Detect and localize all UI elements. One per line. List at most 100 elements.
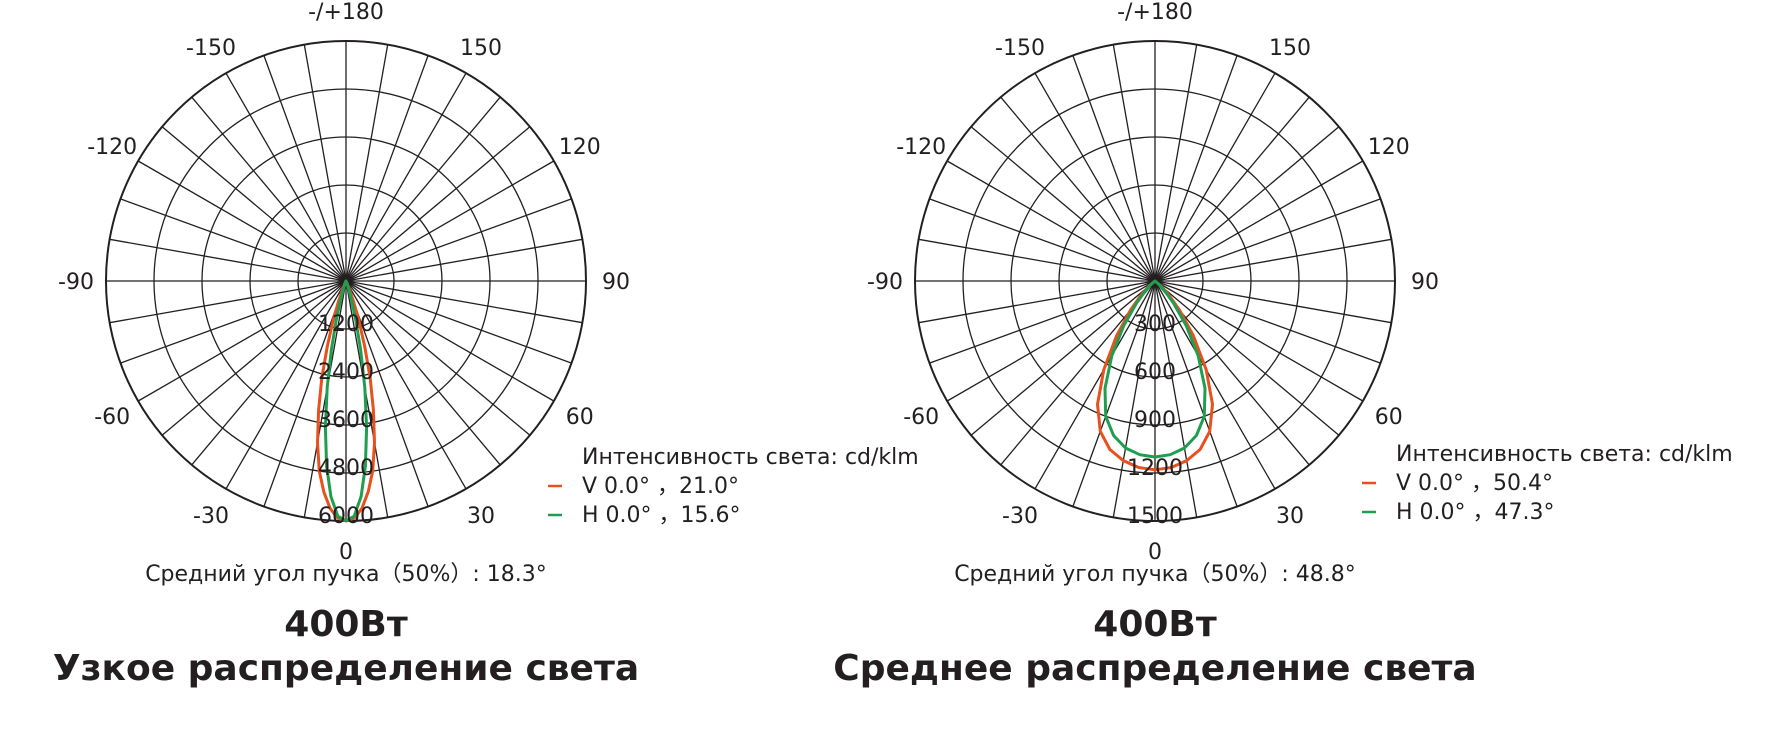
radial-tick-label: 4800	[318, 456, 374, 481]
polar-spoke	[1072, 55, 1156, 282]
polar-spoke	[345, 238, 583, 282]
distribution-title-right: Среднее распределение света	[833, 648, 1477, 689]
radial-tick-label: 1200	[318, 312, 374, 337]
polar-spoke	[918, 238, 1156, 282]
polar-spoke	[1154, 126, 1340, 282]
angle-tick-label: 60	[1375, 405, 1403, 430]
angle-tick-label: 30	[1276, 504, 1304, 529]
legend-entry: H 0.0° ，47.3°	[1396, 500, 1555, 525]
polar-spoke	[1154, 280, 1364, 402]
radial-tick-label: 300	[1134, 312, 1176, 337]
polar-spoke	[345, 126, 531, 282]
angle-tick-label: 120	[1368, 135, 1410, 160]
polar-spoke	[1154, 160, 1364, 282]
polar-spoke	[345, 96, 501, 282]
polar-spoke	[225, 280, 347, 490]
polar-spoke	[1154, 280, 1276, 490]
angle-tick-label: -120	[896, 135, 946, 160]
angle-tick-label: -60	[903, 405, 939, 430]
angle-tick-label: -90	[867, 270, 903, 295]
polar-spoke	[1112, 280, 1156, 518]
polar-spoke	[1112, 44, 1156, 282]
power-label-right: 400Вт	[1093, 604, 1217, 645]
polar-spoke	[120, 198, 347, 282]
polar-spoke	[1154, 280, 1392, 324]
angle-tick-label: 120	[559, 135, 601, 160]
angle-tick-label: 60	[566, 405, 594, 430]
polar-spoke	[120, 280, 347, 364]
legend-entry: V 0.0° ，21.0°	[582, 474, 739, 499]
angle-tick-label: 0	[339, 540, 353, 565]
polar-spoke	[1154, 280, 1198, 518]
legend-entry: H 0.0° ，15.6°	[582, 503, 741, 528]
series-curve-h	[323, 279, 369, 523]
polar-spoke	[109, 238, 347, 282]
polar-spoke	[946, 160, 1156, 282]
polar-spoke	[1072, 280, 1156, 507]
radial-tick-label: 1200	[1127, 456, 1183, 481]
polar-spoke	[263, 55, 347, 282]
distribution-title-left: Узкое распределение света	[52, 648, 640, 689]
angle-tick-label: 0	[1148, 540, 1162, 565]
angle-tick-label: 90	[1411, 270, 1439, 295]
polar-spoke	[345, 55, 429, 282]
polar-spoke	[918, 280, 1156, 324]
polar-spoke	[1034, 280, 1156, 490]
polar-spoke	[345, 280, 572, 364]
polar-spoke	[1154, 280, 1340, 436]
angle-tick-label: 90	[602, 270, 630, 295]
polar-spoke	[161, 280, 347, 436]
polar-spoke	[303, 44, 347, 282]
angle-tick-label: 30	[467, 504, 495, 529]
polar-spoke	[345, 280, 583, 324]
beam-angle-text-right: Средний угол пучка（50%）: 48.8°	[954, 562, 1356, 587]
radial-tick-label: 6000	[318, 504, 374, 529]
polar-spoke	[1000, 96, 1156, 282]
angle-tick-label: -60	[94, 405, 130, 430]
polar-spoke	[345, 44, 389, 282]
intensity-unit-label: Интенсивность света: cd/klm	[582, 445, 919, 470]
angle-tick-label: -/+180	[1117, 0, 1193, 25]
polar-spoke	[225, 72, 347, 282]
polar-spoke	[946, 280, 1156, 402]
angle-tick-label: -150	[995, 36, 1045, 61]
polar-spoke	[345, 280, 501, 466]
polar-spoke	[345, 280, 555, 402]
polar-spoke	[970, 280, 1156, 436]
radial-tick-label: 900	[1134, 408, 1176, 433]
radial-tick-label: 2400	[318, 360, 374, 385]
power-label-left: 400Вт	[284, 604, 408, 645]
legend-entry: V 0.0° ，50.4°	[1396, 471, 1553, 496]
polar-spoke	[1154, 96, 1310, 282]
polar-spoke	[191, 280, 347, 466]
polar-spoke	[1154, 280, 1381, 364]
polar-spoke	[345, 280, 531, 436]
polar-spoke	[345, 280, 467, 490]
polar-spoke	[191, 96, 347, 282]
polar-spoke	[137, 280, 347, 402]
polar-chart-narrow: 0 30 60 90 120 150 -/+180 -150 -120 -90 -60 -30 1200…	[58, 0, 919, 565]
polar-spoke	[345, 72, 467, 282]
polar-spoke	[161, 126, 347, 282]
polar-spoke	[970, 126, 1156, 282]
angle-tick-label: 150	[1269, 36, 1311, 61]
polar-spoke	[345, 198, 572, 282]
angle-tick-label: -90	[58, 270, 94, 295]
beam-angle-text-left: Средний угол пучка（50%）: 18.3°	[145, 562, 547, 587]
angle-tick-label: -/+180	[308, 0, 384, 25]
polar-spoke	[137, 160, 347, 282]
polar-spoke	[1154, 72, 1276, 282]
polar-spoke	[929, 198, 1156, 282]
intensity-unit-label: Интенсивность света: cd/klm	[1396, 442, 1733, 467]
angle-tick-label: -30	[193, 504, 229, 529]
series-curve-v	[1096, 279, 1214, 472]
polar-spoke	[345, 280, 389, 518]
polar-spoke	[345, 160, 555, 282]
polar-spoke	[109, 280, 347, 324]
series-curve-h	[1103, 279, 1207, 459]
polar-spoke	[1034, 72, 1156, 282]
angle-tick-label: 150	[460, 36, 502, 61]
polar-spoke	[1154, 198, 1381, 282]
